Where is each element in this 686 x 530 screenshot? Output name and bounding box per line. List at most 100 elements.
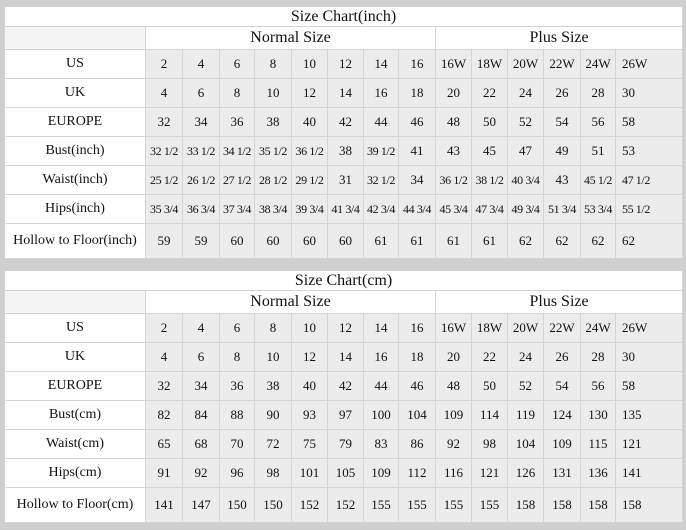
- table-cell: 58: [614, 371, 684, 401]
- table-cell: 121: [614, 429, 684, 459]
- table-cell: 34 1/2: [219, 136, 255, 166]
- table-cell: 18W: [471, 49, 508, 79]
- table-cell: 98: [471, 429, 508, 459]
- table-cell: 14: [363, 49, 399, 79]
- table-cell: 43: [543, 165, 581, 195]
- table-cell: 54: [543, 371, 581, 401]
- table-cell: 16: [363, 342, 399, 372]
- table-row: UK 4 6 8 10 12 14 16 18 20 22 24 26 28 30: [4, 78, 684, 108]
- table-cell: 101: [291, 458, 328, 488]
- table-cell: 26W: [614, 49, 684, 79]
- table-cell: 65: [145, 429, 183, 459]
- table-cell: 10: [254, 78, 292, 108]
- table-row: Waist(cm) 65 68 70 72 75 79 83 86 92 98 104 109 115 12…: [4, 429, 684, 459]
- table-cell: 56: [580, 107, 616, 137]
- table-cell: 60: [254, 223, 292, 259]
- table-cell: 26: [543, 342, 581, 372]
- table-cell: 28 1/2: [254, 165, 292, 195]
- table-cell: 32 1/2: [145, 136, 183, 166]
- table-cell: 52: [507, 371, 544, 401]
- table-cell: 112: [398, 458, 436, 488]
- table-row: EUROPE 32 34 36 38 40 42 44 46 48 50 52 54 56 58: [4, 371, 684, 401]
- table-cell: 42 3/4: [363, 194, 399, 224]
- table-cell: 10: [291, 49, 328, 79]
- table-cell: 97: [327, 400, 364, 430]
- table-cell: 130: [580, 400, 616, 430]
- row-label: Hips(inch): [4, 194, 146, 224]
- table-cell: 59: [145, 223, 183, 259]
- table-row: Bust(inch) 32 1/2 33 1/2 34 1/2 35 1/2 36 1/2…: [4, 136, 684, 166]
- table-cell: 36 1/2: [291, 136, 328, 166]
- table-row: UK 4 6 8 10 12 14 16 18 20 22 24 26 28 30: [4, 342, 684, 372]
- table-cell: 42: [327, 371, 364, 401]
- table-cell: 45: [471, 136, 508, 166]
- table-cell: 40: [291, 371, 328, 401]
- row-label: Bust(cm): [4, 400, 146, 430]
- table-cell: 44: [363, 107, 399, 137]
- table-cell: 30: [614, 342, 684, 372]
- table-cell: 104: [507, 429, 544, 459]
- table-cell: 100: [363, 400, 399, 430]
- row-label: Hips(cm): [4, 458, 146, 488]
- table-cell: 12: [327, 313, 364, 343]
- row-label: UK: [4, 342, 146, 372]
- table-cell: 109: [543, 429, 581, 459]
- table-cell: 22W: [543, 49, 581, 79]
- table-cell: 75: [291, 429, 328, 459]
- table-cell: 41 3/4: [327, 194, 364, 224]
- table-cell: 24W: [580, 49, 616, 79]
- table-cell: 105: [327, 458, 364, 488]
- table-cell: 47 1/2: [614, 165, 684, 195]
- table-cell: 6: [219, 313, 255, 343]
- table-row: Bust(cm) 82 84 88 90 93 97 100 104 109 114 119 124 13…: [4, 400, 684, 430]
- table-cell: 43: [435, 136, 472, 166]
- group-header-row: Normal Size Plus Size: [4, 290, 684, 314]
- table-cell: 52: [507, 107, 544, 137]
- table-cell: 58: [614, 107, 684, 137]
- row-label: EUROPE: [4, 371, 146, 401]
- table-cell: 27 1/2: [219, 165, 255, 195]
- table-cell: 6: [182, 342, 220, 372]
- row-label: US: [4, 313, 146, 343]
- table-cell: 155: [471, 487, 508, 523]
- table-cell: 6: [182, 78, 220, 108]
- table-cell: 158: [507, 487, 544, 523]
- table-cell: 96: [219, 458, 255, 488]
- table-cell: 24: [507, 342, 544, 372]
- table-cell: 82: [145, 400, 183, 430]
- table-cell: 50: [471, 107, 508, 137]
- table-cell: 119: [507, 400, 544, 430]
- table-cell: 38: [254, 107, 292, 137]
- row-label: EUROPE: [4, 107, 146, 137]
- table-cell: 10: [291, 313, 328, 343]
- table-cell: 16W: [435, 313, 472, 343]
- table-cell: 2: [145, 313, 183, 343]
- table-row: Waist(inch) 25 1/2 26 1/2 27 1/2 28 1/2 29 1/…: [4, 165, 684, 195]
- table-cell: 22: [471, 78, 508, 108]
- table-cell: 46: [398, 107, 436, 137]
- table-cell: 61: [398, 223, 436, 259]
- table-cell: 4: [182, 313, 220, 343]
- table-cell: 83: [363, 429, 399, 459]
- table-cell: 33 1/2: [182, 136, 220, 166]
- table-cell: 16W: [435, 49, 472, 79]
- table-cell: 79: [327, 429, 364, 459]
- table-cell: 141: [614, 458, 684, 488]
- table-cell: 34: [182, 107, 220, 137]
- table-cell: 36 3/4: [182, 194, 220, 224]
- table-cell: 51: [580, 136, 616, 166]
- table-cell: 35 1/2: [254, 136, 292, 166]
- table-cell: 4: [145, 342, 183, 372]
- table-cell: 158: [580, 487, 616, 523]
- table-cell: 25 1/2: [145, 165, 183, 195]
- table-cell: 91: [145, 458, 183, 488]
- table-cell: 60: [327, 223, 364, 259]
- table-cell: 8: [219, 342, 255, 372]
- table-cell: 20W: [507, 313, 544, 343]
- table-cell: 4: [145, 78, 183, 108]
- table-cell: 155: [363, 487, 399, 523]
- table-cell: 126: [507, 458, 544, 488]
- table-cell: 40: [291, 107, 328, 137]
- table-cell: 14: [327, 78, 364, 108]
- size-chart-inch-table: Size Chart(inch) Normal Size Plus Size US 2 4…: [3, 6, 684, 259]
